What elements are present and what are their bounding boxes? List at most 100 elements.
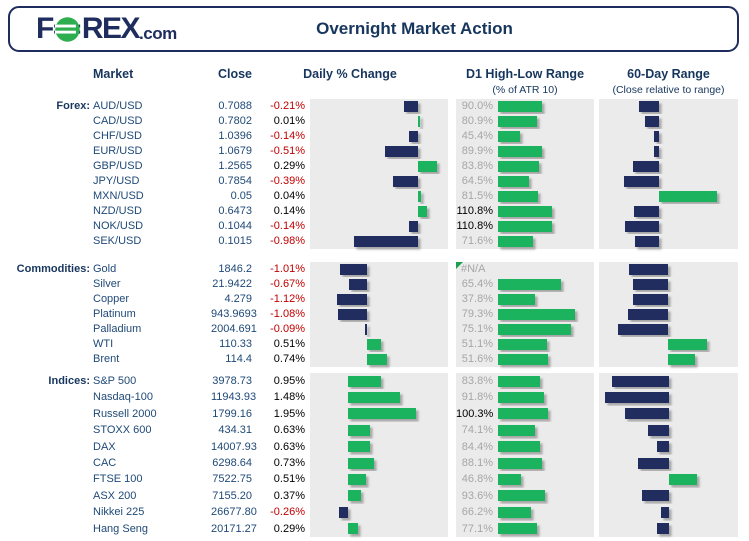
daily-change-value: 1.95% [273, 407, 305, 420]
daily-change-panel [310, 129, 448, 144]
sixty-day-bar [669, 474, 697, 486]
d1-range-bar [498, 236, 533, 247]
d1-range-bar [498, 424, 536, 436]
daily-change-bar [348, 424, 371, 436]
d1-range-panel: 71.6% [456, 234, 594, 249]
market-row: SEK/USD 0.1015 -0.98% 71.6% [0, 234, 749, 249]
close-value: 21.9422 [212, 278, 252, 290]
section-label [0, 292, 90, 307]
market-name: Brent [93, 353, 120, 365]
daily-change-value: 0.95% [273, 375, 305, 387]
sixty-day-bar [654, 131, 659, 142]
market-row: CHF/USD 1.0396 -0.14% 45.4% [0, 129, 749, 144]
sixty-day-panel [599, 204, 738, 219]
d1-range-panel: 110.8% [456, 219, 594, 234]
d1-range-bar [498, 408, 549, 420]
sixty-day-bar [638, 457, 669, 469]
market-row: DAX 14007.93 0.63% 84.4% [0, 438, 749, 455]
d1-range-panel: 64.5% [456, 174, 594, 189]
market-row: MXN/USD 0.05 0.04% 81.5% [0, 189, 749, 204]
sixty-day-panel [599, 189, 738, 204]
close-value: 114.4 [225, 353, 252, 365]
sixty-day-panel [599, 219, 738, 234]
d1-range-bar [498, 101, 542, 112]
col-header-daily-change: Daily % Change [303, 67, 397, 81]
market-name: NOK/USD [93, 220, 144, 232]
section-label [0, 455, 90, 471]
daily-change-value: -0.26% [270, 506, 305, 519]
sixty-day-bar [632, 161, 659, 172]
section-label [0, 159, 90, 174]
section-label [0, 204, 90, 219]
market-name: S&P 500 [93, 375, 137, 387]
market-row: Palladium 2004.691 -0.09% 75.1% [0, 322, 749, 337]
daily-change-value: 0.63% [273, 424, 305, 437]
d1-range-panel: 110.8% [456, 204, 594, 219]
d1-range-bar [498, 146, 542, 157]
daily-change-value: 1.48% [273, 391, 305, 404]
col-header-d1-range: D1 High-Low Range (% of ATR 10) [456, 67, 594, 97]
d1-range-panel: 75.1% [456, 322, 594, 337]
market-row: Platinum 943.9693 -1.08% 79.3% [0, 307, 749, 322]
section-label [0, 337, 90, 352]
sixty-day-panel [599, 471, 738, 488]
d1-range-label: 110.8% [456, 205, 494, 217]
daily-change-value: -0.21% [270, 100, 305, 112]
d1-range-label: 110.8% [456, 220, 494, 232]
d1-range-panel: 79.3% [456, 307, 594, 322]
daily-change-panel [310, 504, 448, 521]
daily-change-bar [367, 354, 387, 365]
close-value: 110.33 [219, 338, 252, 350]
daily-change-panel [310, 174, 448, 189]
daily-change-bar [348, 375, 382, 387]
market-name: FTSE 100 [93, 473, 143, 486]
daily-change-panel [310, 144, 448, 159]
close-value: 7522.75 [212, 473, 252, 486]
daily-change-bar [348, 441, 371, 453]
daily-change-value: 0.51% [273, 473, 305, 486]
sixty-day-panel [599, 292, 738, 307]
market-name: SEK/USD [93, 235, 142, 247]
market-name: WTI [93, 338, 114, 350]
d1-range-label: 91.8% [461, 391, 493, 404]
daily-change-bar [337, 294, 367, 305]
d1-range-panel: 77.1% [456, 520, 594, 537]
daily-change-bar [348, 392, 400, 404]
sixty-day-panel [599, 389, 738, 406]
sixty-day-panel [599, 99, 738, 114]
market-name: Nikkei 225 [93, 506, 145, 519]
market-name: Platinum [93, 308, 136, 320]
d1-range-label: 100.3% [456, 407, 494, 420]
section-label [0, 114, 90, 129]
daily-change-bar [338, 506, 348, 518]
daily-change-panel [310, 520, 448, 537]
forex-logo: F REX .com [36, 14, 177, 44]
sixty-day-bar [668, 339, 707, 350]
sixty-day-panel [599, 422, 738, 439]
sixty-day-panel [599, 520, 738, 537]
daily-change-bar [367, 339, 381, 350]
d1-range-bar [498, 294, 535, 305]
daily-change-value: 0.74% [273, 353, 305, 365]
d1-range-bar [498, 176, 530, 187]
close-value: 11943.93 [211, 391, 257, 404]
d1-range-panel: 66.2% [456, 504, 594, 521]
section-label [0, 352, 90, 367]
close-value: 0.7088 [218, 100, 252, 112]
market-name: CAD/USD [93, 115, 143, 127]
sixty-day-panel [599, 234, 738, 249]
d1-range-bar [498, 474, 522, 486]
d1-range-label: 51.1% [461, 338, 493, 350]
section-label [0, 504, 90, 520]
sixty-day-panel [599, 322, 738, 337]
daily-change-value: 0.01% [273, 115, 305, 127]
sixty-day-panel [599, 307, 738, 322]
sixty-day-panel [599, 262, 738, 277]
d1-range-panel: 89.9% [456, 144, 594, 159]
close-value: 0.1044 [218, 220, 252, 232]
close-value: 6298.64 [212, 456, 252, 469]
market-row: EUR/USD 1.0679 -0.51% 89.9% [0, 144, 749, 159]
col-header-sixty-day-range: 60-Day Range (Close relative to range) [599, 67, 738, 97]
section-label [0, 129, 90, 144]
sixty-day-bar [661, 506, 669, 518]
